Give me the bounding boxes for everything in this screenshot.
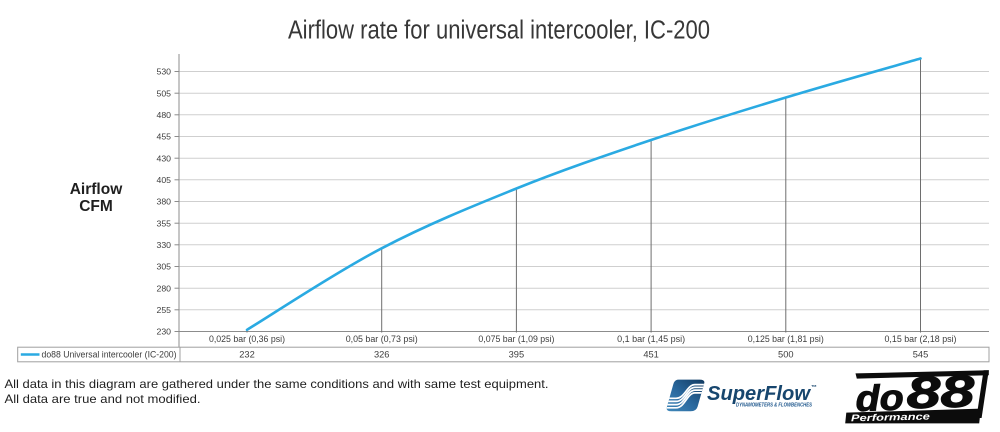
svg-text:All data in this diagram are g: All data in this diagram are gathered un… (5, 377, 549, 391)
svg-text:232: 232 (239, 350, 255, 360)
svg-text:500: 500 (778, 350, 794, 360)
svg-text:0,1 bar (1,45 psi): 0,1 bar (1,45 psi) (617, 334, 685, 344)
svg-text:do88 Universal intercooler (IC: do88 Universal intercooler (IC-200) (42, 350, 177, 360)
svg-text:305: 305 (157, 262, 172, 272)
svg-text:455: 455 (157, 132, 172, 142)
svg-text:Performance: Performance (851, 411, 931, 424)
svg-text:do: do (855, 377, 904, 419)
svg-text:330: 330 (157, 240, 172, 250)
svg-text:395: 395 (509, 350, 525, 360)
svg-text:Airflow rate for universal int: Airflow rate for universal intercooler, … (288, 17, 710, 45)
svg-text:Airflow: Airflow (70, 181, 123, 198)
svg-text:451: 451 (643, 350, 659, 360)
svg-text:0,025 bar (0,36 psi): 0,025 bar (0,36 psi) (209, 334, 285, 344)
svg-text:0,15 bar (2,18 psi): 0,15 bar (2,18 psi) (885, 334, 957, 344)
svg-text:545: 545 (913, 350, 929, 360)
svg-text:430: 430 (157, 153, 172, 163)
svg-text:DYNAMOMETERS & FLOWBENCHES: DYNAMOMETERS & FLOWBENCHES (736, 403, 812, 409)
svg-text:255: 255 (157, 305, 172, 315)
svg-text:326: 326 (374, 350, 390, 360)
svg-text:530: 530 (157, 67, 172, 77)
svg-text:All data are true and not modi: All data are true and not modified. (5, 392, 201, 406)
svg-text:380: 380 (157, 197, 172, 207)
svg-text:™: ™ (811, 384, 817, 391)
svg-text:88: 88 (906, 365, 976, 418)
svg-text:405: 405 (157, 175, 172, 185)
svg-text:355: 355 (157, 218, 172, 228)
svg-text:0,05 bar (0,73 psi): 0,05 bar (0,73 psi) (346, 334, 418, 344)
svg-text:SuperFlow: SuperFlow (707, 382, 812, 405)
svg-text:280: 280 (157, 283, 172, 293)
svg-text:0,075 bar (1,09 psi): 0,075 bar (1,09 psi) (478, 334, 554, 344)
svg-text:505: 505 (157, 88, 172, 98)
svg-text:230: 230 (157, 327, 172, 337)
svg-text:480: 480 (157, 110, 172, 120)
svg-text:0,125 bar (1,81 psi): 0,125 bar (1,81 psi) (748, 334, 824, 344)
svg-text:CFM: CFM (79, 198, 113, 215)
